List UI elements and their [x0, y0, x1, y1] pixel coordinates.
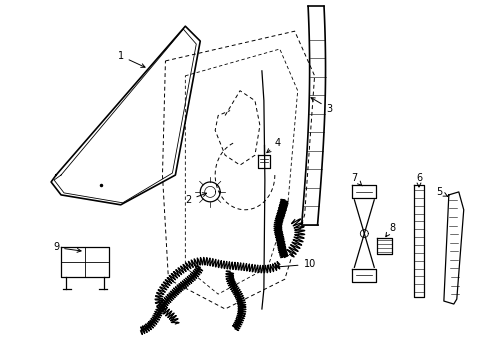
Text: 1: 1	[118, 51, 145, 67]
Text: 10: 10	[275, 259, 315, 269]
Text: 8: 8	[385, 222, 394, 237]
Text: 4: 4	[266, 138, 280, 153]
Text: 5: 5	[435, 187, 447, 197]
Text: 6: 6	[415, 173, 421, 187]
Text: 7: 7	[350, 173, 362, 186]
Text: 3: 3	[310, 98, 332, 113]
Text: 2: 2	[185, 193, 206, 205]
Text: 9: 9	[53, 243, 81, 252]
